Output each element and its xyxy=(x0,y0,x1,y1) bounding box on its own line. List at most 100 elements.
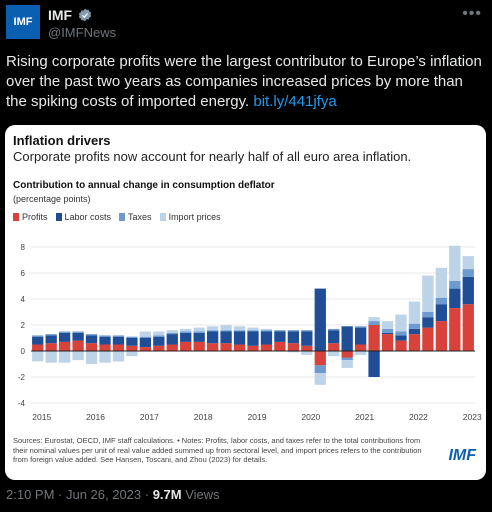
bar-segment xyxy=(126,336,138,338)
timestamp[interactable]: 2:10 PM · Jun 26, 2023 · xyxy=(6,487,153,502)
bar-segment xyxy=(247,345,259,351)
bar-segment xyxy=(381,328,394,333)
bar-segment xyxy=(381,332,394,335)
bar-segment xyxy=(287,343,300,351)
card-subtitle: Corporate profits now account for nearly… xyxy=(13,149,412,164)
bar-segment xyxy=(206,326,219,331)
legend-item: Labor costs xyxy=(55,212,112,222)
bar-segment xyxy=(301,331,313,346)
bar-segment xyxy=(99,335,111,337)
bar-segment xyxy=(381,334,394,351)
bar-segment xyxy=(58,351,71,363)
bar-segment xyxy=(341,360,353,368)
y-tick-label: -4 xyxy=(18,399,26,408)
y-tick-label: 2 xyxy=(21,321,26,330)
bar-segment xyxy=(233,330,246,332)
bar-segment xyxy=(395,335,407,341)
bar-segment xyxy=(112,336,125,345)
bar-segment xyxy=(422,317,434,328)
bar-segment xyxy=(112,344,125,351)
bar-segment xyxy=(139,336,152,338)
bar-segment xyxy=(180,332,192,342)
bar-segment xyxy=(233,331,246,345)
bar-segment xyxy=(45,351,57,363)
bar-segment xyxy=(220,331,232,344)
bar-segment xyxy=(233,326,246,331)
bar-segment xyxy=(462,276,474,305)
bar-segment xyxy=(166,332,178,335)
bar-segment xyxy=(354,344,367,351)
bar-segment xyxy=(85,335,98,344)
bar-segment xyxy=(287,331,300,344)
bar-segment xyxy=(381,321,394,329)
bar-segment xyxy=(220,330,232,332)
bar-segment xyxy=(99,344,111,351)
bar-segment xyxy=(85,343,98,351)
bar-segment xyxy=(180,328,192,332)
tweet-text: Rising corporate profits were the larges… xyxy=(6,52,486,112)
more-icon[interactable]: ••• xyxy=(462,5,482,22)
bar-segment xyxy=(328,328,340,331)
chart-title: Contribution to annual change in consump… xyxy=(13,180,275,191)
bar-segment xyxy=(247,331,259,346)
y-tick-label: 4 xyxy=(21,295,26,304)
chart-legend: Profits Labor costs Taxes Import prices xyxy=(13,212,221,222)
bar-segment xyxy=(85,334,98,336)
bar-segment xyxy=(422,275,434,312)
avatar[interactable]: IMF xyxy=(6,5,40,39)
tweet-link[interactable]: bit.ly/441jfya xyxy=(253,93,337,110)
bar-segment xyxy=(314,288,326,351)
verified-badge-icon xyxy=(78,8,92,22)
bar-segment xyxy=(314,365,326,374)
bar-segment xyxy=(166,344,178,351)
bar-segment xyxy=(301,330,313,332)
bar-segment xyxy=(206,343,219,351)
bar-segment xyxy=(180,341,192,351)
bar-segment xyxy=(368,325,380,351)
card-title: Inflation drivers xyxy=(13,133,111,148)
bar-segment xyxy=(153,345,165,351)
x-tick-label: 2020 xyxy=(301,412,320,422)
bar-segment xyxy=(354,326,367,328)
legend-swatch xyxy=(119,213,126,221)
bar-segment xyxy=(260,330,273,332)
bar-segment xyxy=(260,344,273,351)
bar-segment xyxy=(314,373,326,385)
media-card[interactable]: Inflation drivers Corporate profits now … xyxy=(5,125,486,480)
views-label: Views xyxy=(181,487,220,502)
bar-segment xyxy=(247,327,259,331)
legend-swatch xyxy=(13,213,19,221)
bar-segment xyxy=(395,331,407,336)
bar-segment xyxy=(301,351,313,355)
x-tick-label: 2016 xyxy=(86,412,105,422)
bar-segment xyxy=(328,343,340,351)
bar-segment xyxy=(260,328,273,331)
bar-segment xyxy=(422,312,434,318)
legend-swatch xyxy=(55,213,62,221)
legend-label: Import prices xyxy=(168,212,221,222)
bar-segment xyxy=(462,256,474,270)
tweet-header: IMF IMF @IMFNews ••• xyxy=(6,5,486,45)
y-tick-label: 6 xyxy=(21,269,26,278)
bar-segment xyxy=(408,323,421,329)
bar-segment xyxy=(368,321,380,325)
legend-item: Profits xyxy=(13,212,48,222)
bar-segment xyxy=(435,304,448,322)
bar-segment xyxy=(395,314,407,332)
bar-segment xyxy=(449,245,461,281)
bar-segment xyxy=(166,330,178,333)
x-tick-label: 2022 xyxy=(409,412,428,422)
bar-segment xyxy=(58,341,71,351)
bar-segment xyxy=(72,351,84,361)
y-tick-label: -2 xyxy=(18,373,26,382)
bar-segment xyxy=(139,338,152,348)
bar-segment xyxy=(435,267,448,298)
chart-footnote: Sources: Eurostat, OECD, IMF staff calcu… xyxy=(13,436,422,464)
bar-segment xyxy=(328,351,340,357)
legend-label: Labor costs xyxy=(64,212,112,222)
bar-segment xyxy=(328,330,340,344)
account-handle[interactable]: @IMFNews xyxy=(48,25,117,40)
account-name[interactable]: IMF xyxy=(48,7,73,23)
bar-segment xyxy=(274,330,286,332)
bar-segment xyxy=(99,351,111,363)
